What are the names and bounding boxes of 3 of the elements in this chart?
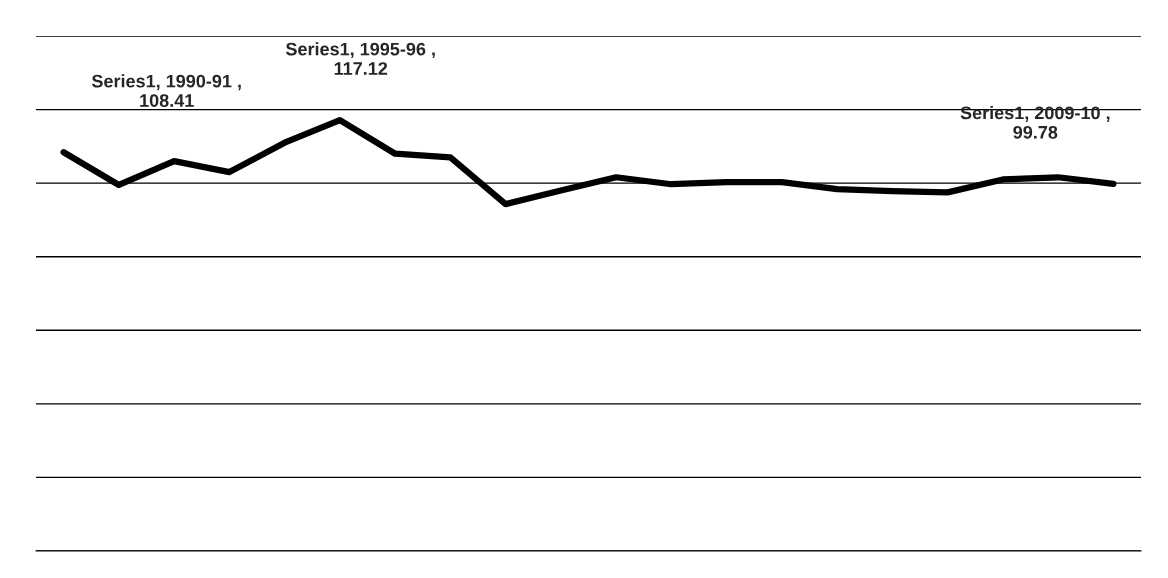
data-label: Series1, 1990-91 , 108.41 [91,74,241,107]
data-label: Series1, 1995-96 , 117.12 [285,42,435,75]
data-label: Series1, 2009-10 , 99.78 [960,106,1110,139]
